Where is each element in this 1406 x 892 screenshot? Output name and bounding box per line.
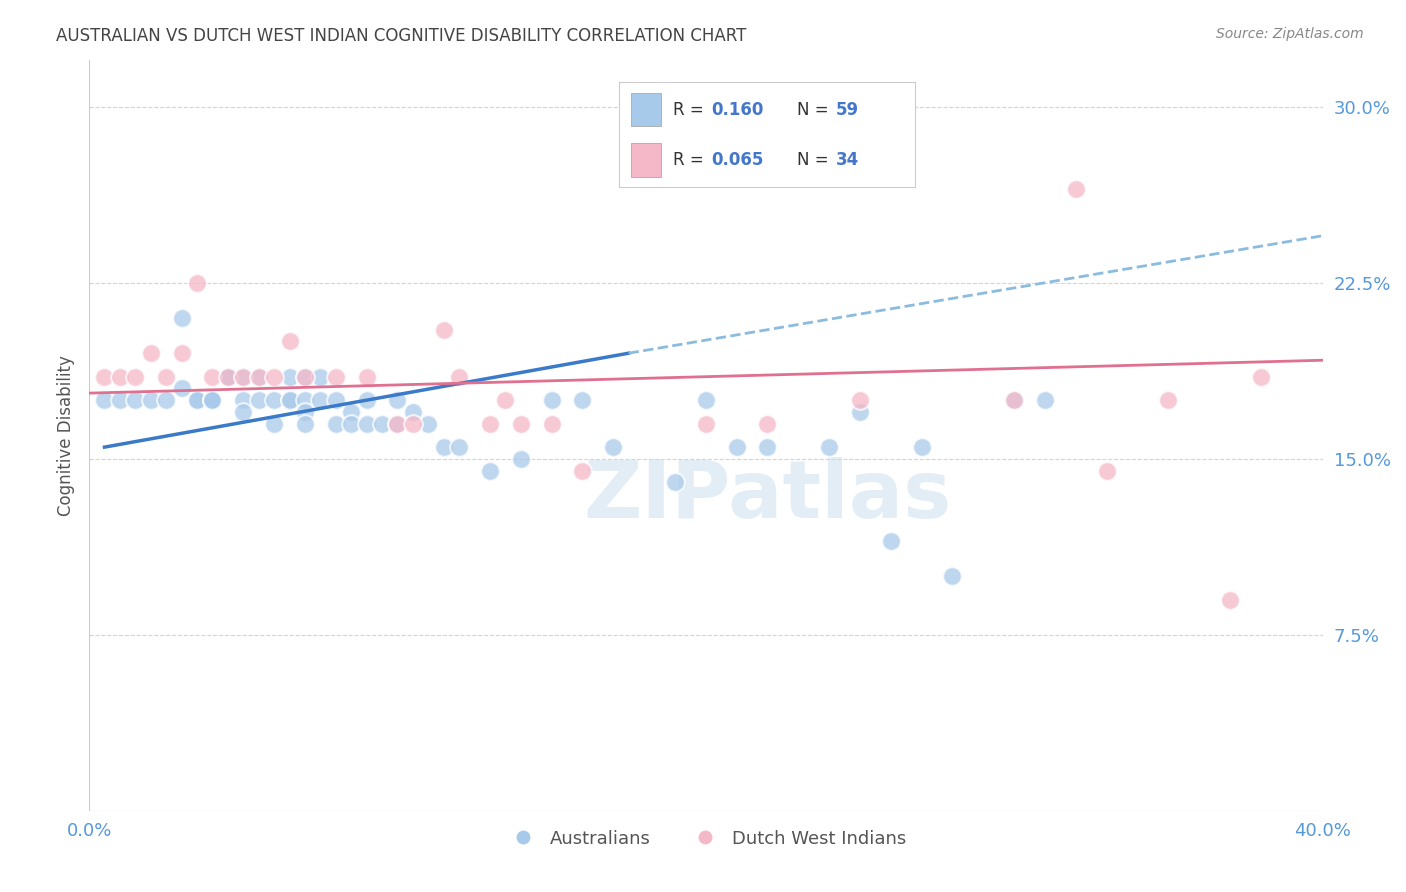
- Point: [186, 393, 208, 408]
- Point: [247, 369, 270, 384]
- Point: [247, 369, 270, 384]
- Point: [325, 369, 347, 384]
- Point: [1002, 393, 1025, 408]
- Point: [849, 405, 872, 419]
- Point: [818, 440, 841, 454]
- Point: [571, 464, 593, 478]
- Point: [186, 276, 208, 290]
- Point: [139, 393, 162, 408]
- Point: [449, 440, 471, 454]
- Point: [433, 323, 456, 337]
- Point: [509, 451, 531, 466]
- Point: [433, 440, 456, 454]
- Point: [1033, 393, 1056, 408]
- Point: [170, 346, 193, 360]
- Point: [1095, 464, 1118, 478]
- Point: [201, 369, 224, 384]
- Point: [1219, 592, 1241, 607]
- Point: [278, 393, 301, 408]
- Point: [232, 369, 254, 384]
- Point: [108, 393, 131, 408]
- Point: [201, 393, 224, 408]
- Point: [418, 417, 440, 431]
- Point: [356, 369, 378, 384]
- Point: [217, 369, 239, 384]
- Point: [294, 405, 316, 419]
- Point: [478, 464, 501, 478]
- Point: [263, 417, 285, 431]
- Point: [155, 369, 177, 384]
- Point: [247, 393, 270, 408]
- Point: [478, 417, 501, 431]
- Point: [509, 417, 531, 431]
- Point: [325, 393, 347, 408]
- Point: [155, 393, 177, 408]
- Point: [849, 393, 872, 408]
- Point: [232, 369, 254, 384]
- Point: [294, 369, 316, 384]
- Point: [232, 393, 254, 408]
- Point: [201, 393, 224, 408]
- Point: [756, 417, 779, 431]
- Point: [356, 393, 378, 408]
- Point: [309, 369, 332, 384]
- Text: ZIPatlas: ZIPatlas: [583, 457, 952, 534]
- Point: [278, 393, 301, 408]
- Point: [263, 393, 285, 408]
- Point: [387, 417, 409, 431]
- Point: [449, 369, 471, 384]
- Point: [756, 440, 779, 454]
- Text: Source: ZipAtlas.com: Source: ZipAtlas.com: [1216, 27, 1364, 41]
- Point: [371, 417, 394, 431]
- Point: [124, 393, 146, 408]
- Point: [540, 417, 562, 431]
- Point: [1250, 369, 1272, 384]
- Point: [294, 393, 316, 408]
- Point: [340, 405, 363, 419]
- Point: [278, 369, 301, 384]
- Point: [217, 369, 239, 384]
- Point: [402, 417, 425, 431]
- Point: [170, 381, 193, 395]
- Point: [124, 369, 146, 384]
- Point: [217, 369, 239, 384]
- Point: [540, 393, 562, 408]
- Point: [571, 393, 593, 408]
- Point: [1157, 393, 1180, 408]
- Point: [340, 417, 363, 431]
- Point: [294, 369, 316, 384]
- Point: [294, 417, 316, 431]
- Point: [880, 534, 903, 549]
- Point: [664, 475, 686, 490]
- Point: [1002, 393, 1025, 408]
- Point: [232, 405, 254, 419]
- Point: [309, 393, 332, 408]
- Point: [387, 417, 409, 431]
- Point: [93, 393, 115, 408]
- Point: [108, 369, 131, 384]
- Point: [402, 405, 425, 419]
- Legend: Australians, Dutch West Indians: Australians, Dutch West Indians: [498, 822, 914, 855]
- Point: [387, 393, 409, 408]
- Text: AUSTRALIAN VS DUTCH WEST INDIAN COGNITIVE DISABILITY CORRELATION CHART: AUSTRALIAN VS DUTCH WEST INDIAN COGNITIV…: [56, 27, 747, 45]
- Point: [325, 417, 347, 431]
- Point: [695, 417, 717, 431]
- Point: [93, 369, 115, 384]
- Point: [602, 440, 624, 454]
- Point: [494, 393, 516, 408]
- Point: [941, 569, 963, 583]
- Point: [1064, 182, 1087, 196]
- Y-axis label: Cognitive Disability: Cognitive Disability: [58, 355, 75, 516]
- Point: [911, 440, 934, 454]
- Point: [201, 393, 224, 408]
- Point: [186, 393, 208, 408]
- Point: [139, 346, 162, 360]
- Point: [725, 440, 748, 454]
- Point: [263, 369, 285, 384]
- Point: [356, 417, 378, 431]
- Point: [170, 310, 193, 325]
- Point: [695, 393, 717, 408]
- Point: [278, 334, 301, 349]
